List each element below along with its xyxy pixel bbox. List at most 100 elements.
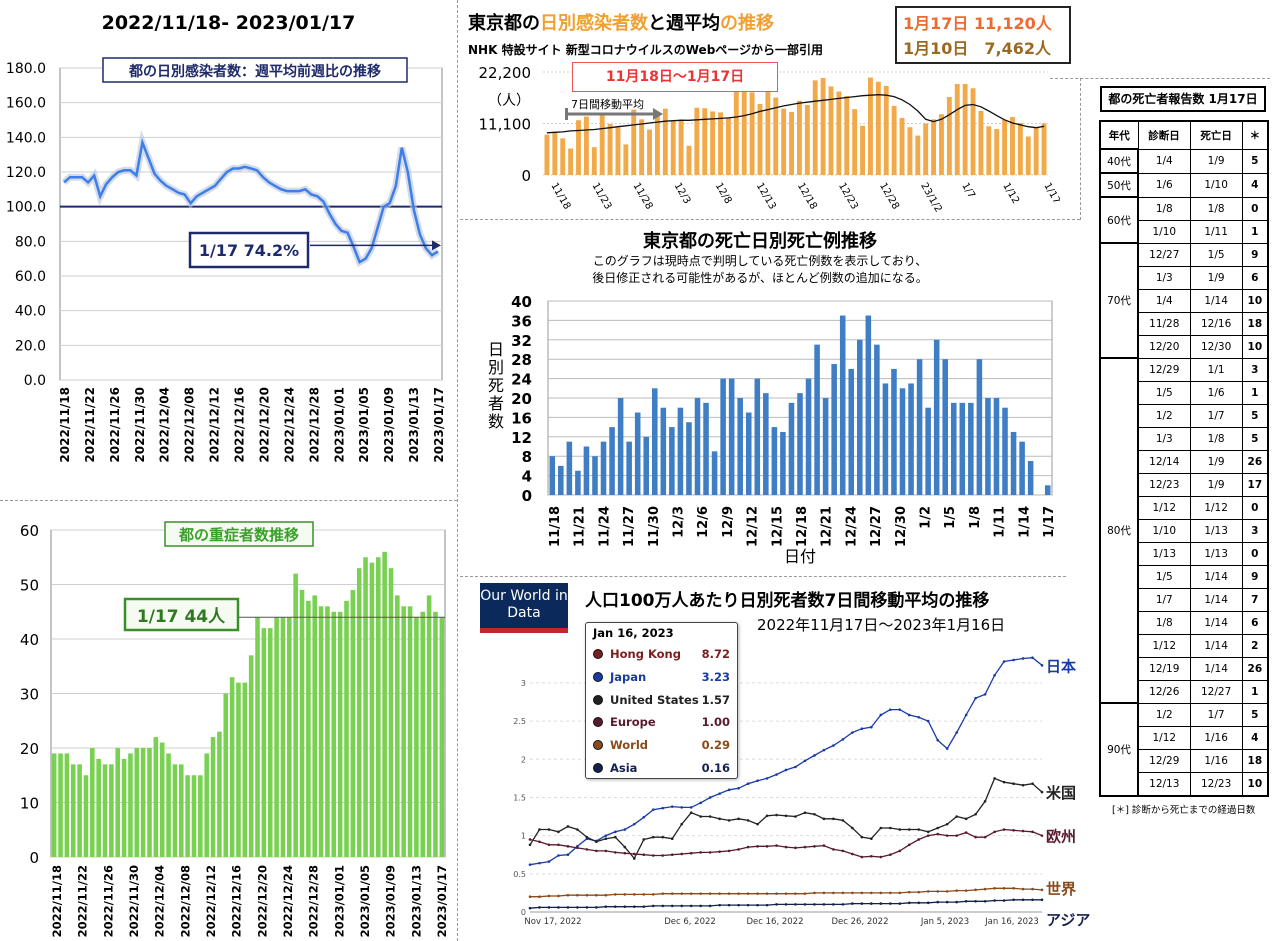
series-point: [538, 828, 541, 831]
x-tick-label: 1/14: [1017, 506, 1032, 538]
diagnosis-date-cell: 1/7: [1137, 587, 1191, 612]
series-point: [1012, 828, 1015, 832]
case-bar: [1033, 127, 1039, 175]
series-point: [870, 837, 873, 840]
case-bar: [773, 97, 779, 175]
series-point: [528, 838, 532, 841]
y-axis-label: （人）: [488, 93, 530, 109]
severe-bar: [306, 600, 311, 857]
death-bar: [643, 436, 650, 495]
death-bar: [703, 402, 709, 495]
x-tick-label: 2022/12/20: [257, 387, 271, 463]
series-point: [566, 893, 570, 897]
y-tick-label: 4: [522, 468, 532, 486]
series-line-欧州: [529, 828, 1043, 858]
days-cell: 5: [1241, 426, 1269, 451]
death-table: 年代 診断日 死亡日＊ 40代 1/4 1/9 5 50代 1/6 1/10 4 60代 1/8 1/8 0…: [1099, 120, 1269, 797]
death-bar: [985, 398, 991, 495]
severe-bar: [159, 742, 165, 857]
series-point: [623, 893, 627, 896]
series-point: [737, 786, 740, 790]
series-point: [784, 892, 788, 895]
case-bar: [836, 91, 842, 175]
series-point: [1040, 834, 1044, 837]
days-cell: 6: [1241, 265, 1269, 290]
x-tick-label: 1/17: [1041, 181, 1060, 206]
death-bar: [600, 441, 607, 495]
series-point: [557, 830, 560, 834]
x-tick-label: 11/18: [548, 181, 572, 211]
series-point: [1012, 782, 1015, 786]
case-bar: [576, 120, 581, 175]
case-bar: [812, 80, 818, 175]
case-bar: [1017, 123, 1023, 175]
case-bar: [647, 129, 652, 175]
series-point: [983, 693, 987, 696]
death-bar: [899, 388, 906, 495]
series-point: [870, 891, 873, 895]
series-point: [813, 812, 816, 816]
case-bar: [891, 105, 897, 175]
death-date-cell: 1/14: [1189, 288, 1243, 313]
case-bar: [765, 91, 771, 175]
series-point: [888, 902, 892, 905]
x-tick-label: 2022/11/30: [127, 865, 141, 937]
legend-name: United States: [610, 692, 699, 707]
diagnosis-date-cell: 12/26: [1137, 679, 1191, 704]
severe-bar: [140, 748, 146, 857]
death-bar: [788, 402, 795, 495]
death-bar: [634, 412, 641, 495]
deaths-note: このグラフは現時点で判明している死亡例数を表示しており、 後日修正される可能性が…: [592, 254, 928, 285]
series-point: [907, 890, 911, 894]
series-label: 欧州: [1046, 828, 1076, 846]
case-bar: [615, 127, 621, 175]
case-bar: [1010, 117, 1015, 175]
severe-bar: [223, 693, 229, 857]
severe-bar: [115, 748, 121, 857]
series-point: [765, 777, 769, 780]
series-point: [841, 891, 845, 895]
table-header-cell: 年代: [1099, 120, 1139, 150]
death-date-cell: 1/10: [1189, 172, 1243, 198]
series-point: [794, 903, 797, 906]
series-point: [585, 893, 589, 897]
series-point: [983, 900, 987, 903]
series-point: [557, 843, 560, 847]
daily-period-box: 11月18日〜1月17日: [572, 62, 778, 92]
x-tick-label: 2022/12/04: [153, 865, 167, 937]
y-tick-label: 40: [20, 631, 39, 649]
series-point: [822, 817, 826, 821]
series-point: [870, 854, 873, 858]
severe-bar: [58, 753, 63, 857]
series-point: [926, 834, 930, 837]
case-bar: [710, 111, 716, 175]
series-point: [727, 903, 731, 907]
days-cell: 6: [1241, 610, 1269, 635]
series-point: [718, 903, 721, 907]
days-cell: 10: [1241, 334, 1269, 359]
days-cell: 18: [1241, 311, 1269, 336]
series-point: [775, 892, 778, 895]
x-tick-label: 2022/11/18: [50, 865, 64, 937]
series-point: [718, 892, 721, 895]
age-group-cell: 60代: [1099, 196, 1139, 244]
series-point: [1002, 828, 1006, 831]
owid-tooltip: Jan 16, 2023 Hong Kong 8.72 Japan 3.23 Unite…: [585, 622, 738, 779]
series-point: [585, 848, 589, 851]
severe-bar: [255, 617, 260, 857]
death-bar: [558, 465, 564, 495]
daily-title-part-3: と週平均: [648, 13, 720, 34]
x-tick-label: 11/30: [647, 506, 662, 547]
case-bar: [607, 123, 613, 175]
death-bar: [950, 402, 957, 495]
death-date-cell: 1/9: [1189, 472, 1243, 497]
case-bar: [733, 91, 739, 175]
severe-bar: [204, 753, 209, 857]
case-bar: [686, 145, 692, 175]
death-bar: [976, 359, 983, 495]
series-point: [642, 838, 646, 841]
x-tick-label: 1/8: [968, 506, 983, 529]
table-header-cell: ＊: [1241, 120, 1269, 150]
y-tick-label: 0: [522, 487, 532, 505]
series-point: [746, 845, 750, 849]
